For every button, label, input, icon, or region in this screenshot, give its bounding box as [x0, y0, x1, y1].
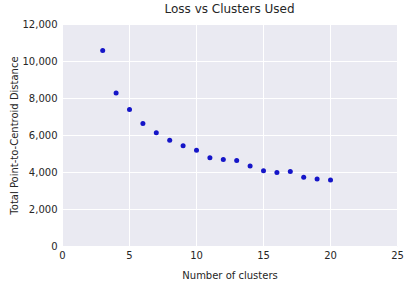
html-text:Loss vs Clusters Used: Loss vs Clusters Used: [164, 2, 295, 16]
svg-text:25: 25: [391, 250, 404, 261]
svg-text:6,000: 6,000: [29, 130, 58, 141]
svg-text:10,000: 10,000: [23, 56, 58, 67]
svg-text:10: 10: [190, 250, 203, 261]
svg-text:20: 20: [324, 250, 337, 261]
svg-text:12,000: 12,000: [23, 19, 58, 30]
svg-text:0: 0: [51, 241, 57, 252]
svg-text:Total Point-to-Centroid Distan: Total Point-to-Centroid Distance: [9, 56, 20, 215]
svg-text:15: 15: [257, 250, 270, 261]
svg-text:Number of clusters: Number of clusters: [182, 270, 277, 281]
svg-text:4,000: 4,000: [29, 167, 58, 178]
svg-text:0: 0: [59, 250, 65, 261]
svg-text:2,000: 2,000: [29, 204, 58, 215]
svg-text:8,000: 8,000: [29, 93, 58, 104]
svg-text:5: 5: [126, 250, 132, 261]
